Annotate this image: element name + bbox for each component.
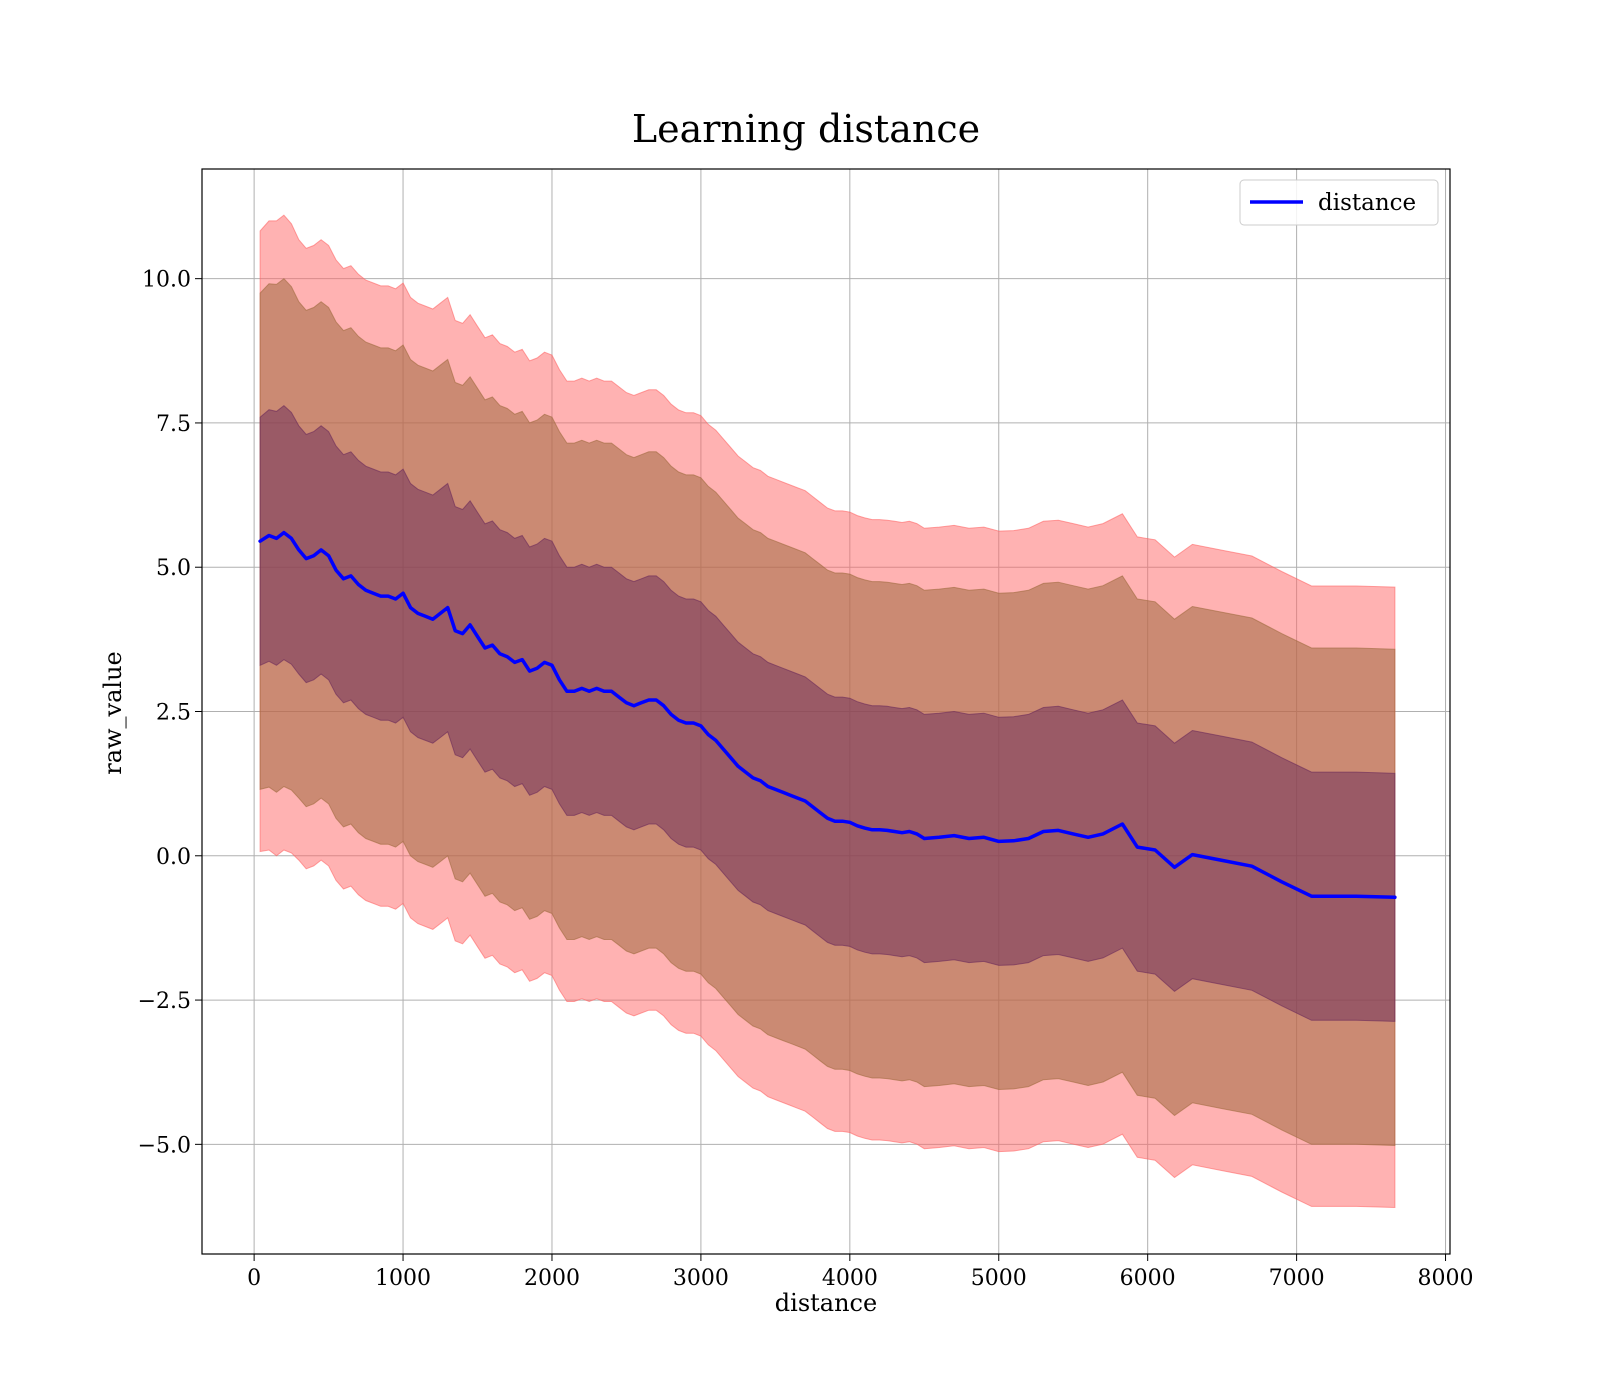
band-1-std xyxy=(259,404,1396,1022)
chart-title: Learning distance xyxy=(632,107,980,151)
x-tick-label: 2000 xyxy=(524,1266,580,1291)
x-tick-label: 7000 xyxy=(1269,1266,1325,1291)
y-tick-label: −2.5 xyxy=(138,989,191,1014)
x-tick-label: 0 xyxy=(247,1266,261,1291)
x-axis-ticks: 0 1000 2000 3000 4000 5000 6000 7000 8000 xyxy=(247,1254,1474,1291)
y-axis-ticks: −5.0 −2.5 0.0 2.5 5.0 7.5 10.0 xyxy=(138,268,202,1158)
x-tick-label: 5000 xyxy=(971,1266,1027,1291)
series-line-distance xyxy=(258,530,1397,900)
y-tick-label: 0.0 xyxy=(156,845,191,870)
x-tick-label: 3000 xyxy=(673,1266,729,1291)
legend: distance xyxy=(1239,179,1439,226)
confidence-bands xyxy=(259,214,1396,1209)
y-tick-label: −5.0 xyxy=(138,1133,191,1158)
x-tick-label: 8000 xyxy=(1418,1266,1474,1291)
y-tick-label: 5.0 xyxy=(156,556,191,581)
y-axis-label: raw_value xyxy=(99,651,127,775)
series-lines xyxy=(258,530,1397,900)
y-tick-label: 2.5 xyxy=(156,701,191,726)
x-tick-label: 6000 xyxy=(1120,1266,1176,1291)
legend-label-distance: distance xyxy=(1318,190,1416,216)
y-tick-label: 7.5 xyxy=(156,412,191,437)
x-tick-label: 4000 xyxy=(822,1266,878,1291)
legend-box xyxy=(1239,179,1439,226)
x-axis-label: distance xyxy=(775,1289,877,1317)
y-tick-label: 10.0 xyxy=(142,268,191,293)
x-tick-label: 1000 xyxy=(375,1266,431,1291)
